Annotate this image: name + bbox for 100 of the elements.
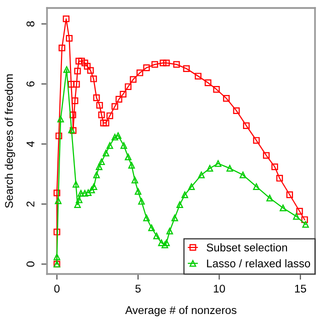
point <box>78 190 84 197</box>
point <box>214 160 222 167</box>
point <box>130 76 137 83</box>
y-tick-label: 8 <box>26 21 34 27</box>
point <box>176 201 184 208</box>
point <box>151 61 158 68</box>
point <box>166 228 174 234</box>
point <box>131 176 138 184</box>
point <box>88 186 95 194</box>
point <box>66 34 73 42</box>
point <box>68 80 75 88</box>
point <box>72 97 78 104</box>
point <box>183 65 190 72</box>
legend-label: Lasso / relaxed lasso <box>207 259 310 268</box>
point <box>286 191 294 198</box>
point <box>213 86 220 93</box>
point <box>223 95 230 102</box>
point <box>63 66 70 73</box>
point <box>163 239 170 246</box>
point <box>262 152 270 159</box>
legend-label: Subset selection <box>206 243 287 252</box>
y-tick-label: 0 <box>26 261 34 267</box>
point <box>158 239 165 246</box>
point <box>57 116 64 122</box>
point <box>128 162 135 169</box>
point <box>134 188 142 195</box>
point <box>124 83 132 90</box>
x-tick-label: 10 <box>214 284 225 293</box>
point <box>293 213 300 220</box>
point <box>78 58 85 64</box>
point <box>204 79 212 86</box>
point <box>138 198 145 205</box>
point <box>194 72 202 80</box>
point <box>136 70 144 76</box>
point <box>271 163 278 170</box>
point <box>62 15 70 22</box>
point <box>243 122 250 130</box>
point <box>84 189 92 196</box>
point <box>276 174 283 182</box>
x-axis-title: Average # of nonzeros <box>125 306 236 316</box>
point <box>233 107 240 114</box>
point <box>81 190 88 197</box>
point <box>143 64 150 72</box>
y-axis-title: Search degrees of freedom <box>4 74 16 208</box>
point <box>84 62 91 70</box>
point <box>163 60 170 66</box>
point <box>116 96 122 103</box>
point <box>153 232 160 240</box>
point <box>76 196 82 204</box>
point <box>73 80 80 88</box>
y-tick-label: 4 <box>26 141 34 147</box>
point <box>188 183 195 190</box>
point <box>266 194 274 202</box>
point <box>106 142 114 149</box>
point <box>120 142 128 149</box>
point <box>102 150 110 156</box>
point <box>240 172 246 178</box>
point <box>226 164 234 172</box>
point <box>69 112 76 118</box>
point <box>296 208 303 215</box>
point <box>106 112 114 120</box>
point <box>90 76 97 82</box>
point <box>112 103 118 110</box>
point <box>301 216 308 223</box>
point <box>253 183 260 190</box>
point <box>96 102 103 109</box>
point <box>280 204 286 212</box>
point <box>56 132 62 140</box>
point <box>102 120 110 126</box>
point <box>98 112 105 118</box>
point <box>171 214 178 222</box>
point <box>90 183 98 190</box>
point <box>75 58 82 64</box>
point <box>74 201 81 208</box>
point <box>87 67 94 74</box>
point <box>93 94 100 102</box>
point <box>100 120 107 126</box>
point <box>93 172 100 178</box>
point <box>198 172 205 178</box>
point <box>143 214 150 222</box>
point <box>302 221 309 228</box>
x-tick-label: 15 <box>295 284 306 293</box>
x-tick-label: 0 <box>54 284 60 293</box>
point <box>72 180 80 188</box>
point <box>162 242 168 248</box>
point <box>54 228 60 236</box>
point <box>81 60 88 66</box>
point <box>160 60 166 66</box>
y-tick-label: 6 <box>26 81 34 86</box>
point <box>96 163 102 170</box>
point <box>98 158 105 166</box>
point <box>114 132 122 139</box>
point <box>74 68 81 74</box>
point <box>58 44 66 52</box>
point <box>181 191 188 198</box>
point <box>54 254 60 260</box>
point <box>173 61 180 68</box>
point <box>54 190 60 196</box>
point <box>206 164 214 172</box>
x-tick-label: 5 <box>135 284 141 293</box>
